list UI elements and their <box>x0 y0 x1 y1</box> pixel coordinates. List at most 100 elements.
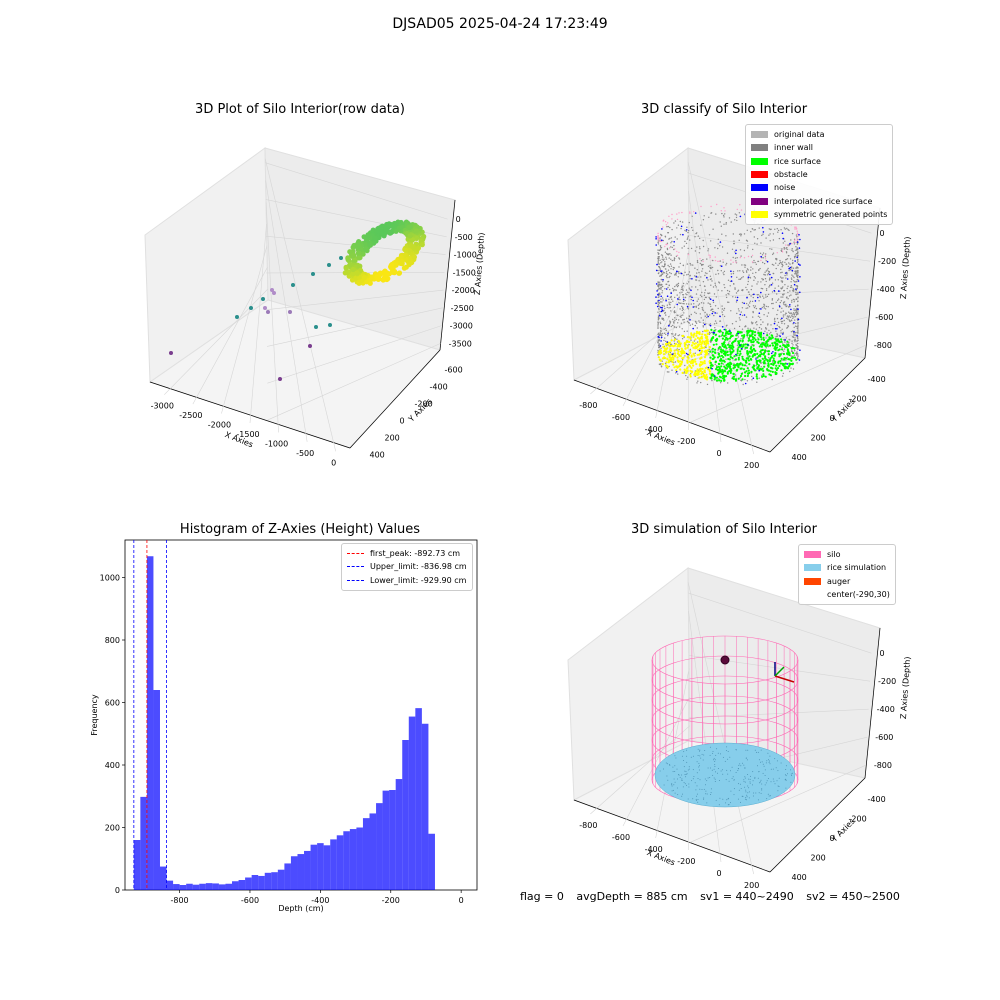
rice-point <box>667 361 670 364</box>
wall-point <box>682 359 684 361</box>
wall-point <box>710 284 712 286</box>
wall-point <box>671 218 673 220</box>
legend-swatch <box>804 564 821 572</box>
rice-point <box>695 362 698 366</box>
rice-mesh-point <box>731 766 733 768</box>
rice-mesh-point <box>667 763 669 765</box>
rice-mesh-point <box>778 786 780 787</box>
noise-point <box>720 265 723 268</box>
wall-point <box>766 332 768 334</box>
histogram-bar <box>264 872 272 890</box>
rice-mesh-point <box>747 785 749 787</box>
wall-point <box>686 283 688 285</box>
rice-mesh-point <box>777 770 779 772</box>
y-tick-label: 400 <box>105 761 120 770</box>
rice-point <box>770 362 773 366</box>
wall-point <box>764 254 767 257</box>
wall-point <box>659 239 661 241</box>
wall-point <box>696 341 699 343</box>
wall-point <box>658 340 660 342</box>
wall-point <box>726 324 728 326</box>
wall-point <box>737 270 739 272</box>
wall-point <box>702 260 704 263</box>
rice-mesh-point <box>676 787 678 789</box>
y-tick-label: -400 <box>868 795 886 804</box>
wall-point <box>702 245 705 248</box>
rice-point <box>791 362 795 365</box>
wall-point <box>661 285 664 288</box>
wall-point <box>710 212 712 214</box>
rice-point <box>715 343 718 346</box>
legend-swatch <box>804 551 821 559</box>
wall-point <box>666 283 668 285</box>
classify-legend: original data inner wall rice surface obsta… <box>745 124 894 226</box>
wall-point <box>675 274 677 276</box>
wall-point <box>795 234 798 236</box>
wall-point <box>670 258 672 260</box>
wall-point <box>688 292 690 294</box>
wall-point <box>795 322 797 325</box>
rice-point <box>771 354 774 357</box>
wall-point <box>661 297 664 299</box>
wall-point <box>784 304 786 306</box>
wall-point <box>760 362 763 364</box>
rice-mesh-point <box>712 774 714 776</box>
rice-mesh-point <box>715 799 717 801</box>
wall-point <box>781 248 783 250</box>
wall-point <box>695 312 697 315</box>
wall-point <box>736 257 738 259</box>
rice-point <box>752 341 755 344</box>
wall-point <box>759 267 761 270</box>
wall-point <box>673 222 675 224</box>
rice-point <box>688 364 691 367</box>
wall-point <box>787 265 790 268</box>
histogram-bar <box>428 833 435 890</box>
wall-point <box>725 222 727 224</box>
wall-point <box>676 294 678 296</box>
wall-point <box>730 263 732 265</box>
rice-mesh-point <box>730 802 731 804</box>
wall-point <box>658 333 660 335</box>
rice-point <box>699 339 702 342</box>
rice-point <box>695 330 699 333</box>
rice-mesh-point <box>785 775 787 777</box>
wall-point <box>720 225 722 227</box>
histogram-bar <box>245 877 252 890</box>
wall-point <box>782 331 784 334</box>
classify-plot-title: 3D classify of Silo Interior <box>640 102 808 117</box>
wall-point <box>795 253 798 255</box>
rice-point <box>699 337 702 340</box>
rice-point <box>793 347 796 350</box>
noise-point <box>785 272 787 274</box>
surface-point <box>398 254 404 260</box>
wall-point <box>783 319 785 322</box>
wall-point <box>768 279 771 281</box>
rice-point <box>726 353 730 357</box>
wall-point <box>743 249 746 252</box>
rice-point <box>732 364 735 367</box>
wall-point <box>684 364 686 367</box>
rice-point <box>769 370 772 373</box>
wall-point <box>767 274 769 276</box>
wall-point <box>794 241 796 244</box>
wall-point <box>793 349 796 351</box>
noise-point <box>729 330 731 332</box>
rice-point <box>721 334 724 337</box>
wall-point <box>658 313 661 315</box>
wall-point <box>780 229 782 231</box>
histogram-bar <box>133 840 141 890</box>
wall-point <box>727 292 729 295</box>
wall-point <box>723 273 725 276</box>
histogram-bar <box>408 716 416 890</box>
wall-point <box>786 327 788 329</box>
rice-mesh-point <box>744 798 746 800</box>
wall-point <box>673 257 676 259</box>
noise-point <box>660 340 662 342</box>
rice-mesh-point <box>687 769 689 771</box>
wall-point <box>787 325 789 327</box>
rice-mesh-point <box>704 778 706 780</box>
noise-point <box>799 276 801 278</box>
wall-point <box>712 301 715 304</box>
rice-mesh-point <box>739 783 741 785</box>
wall-point <box>755 322 757 324</box>
